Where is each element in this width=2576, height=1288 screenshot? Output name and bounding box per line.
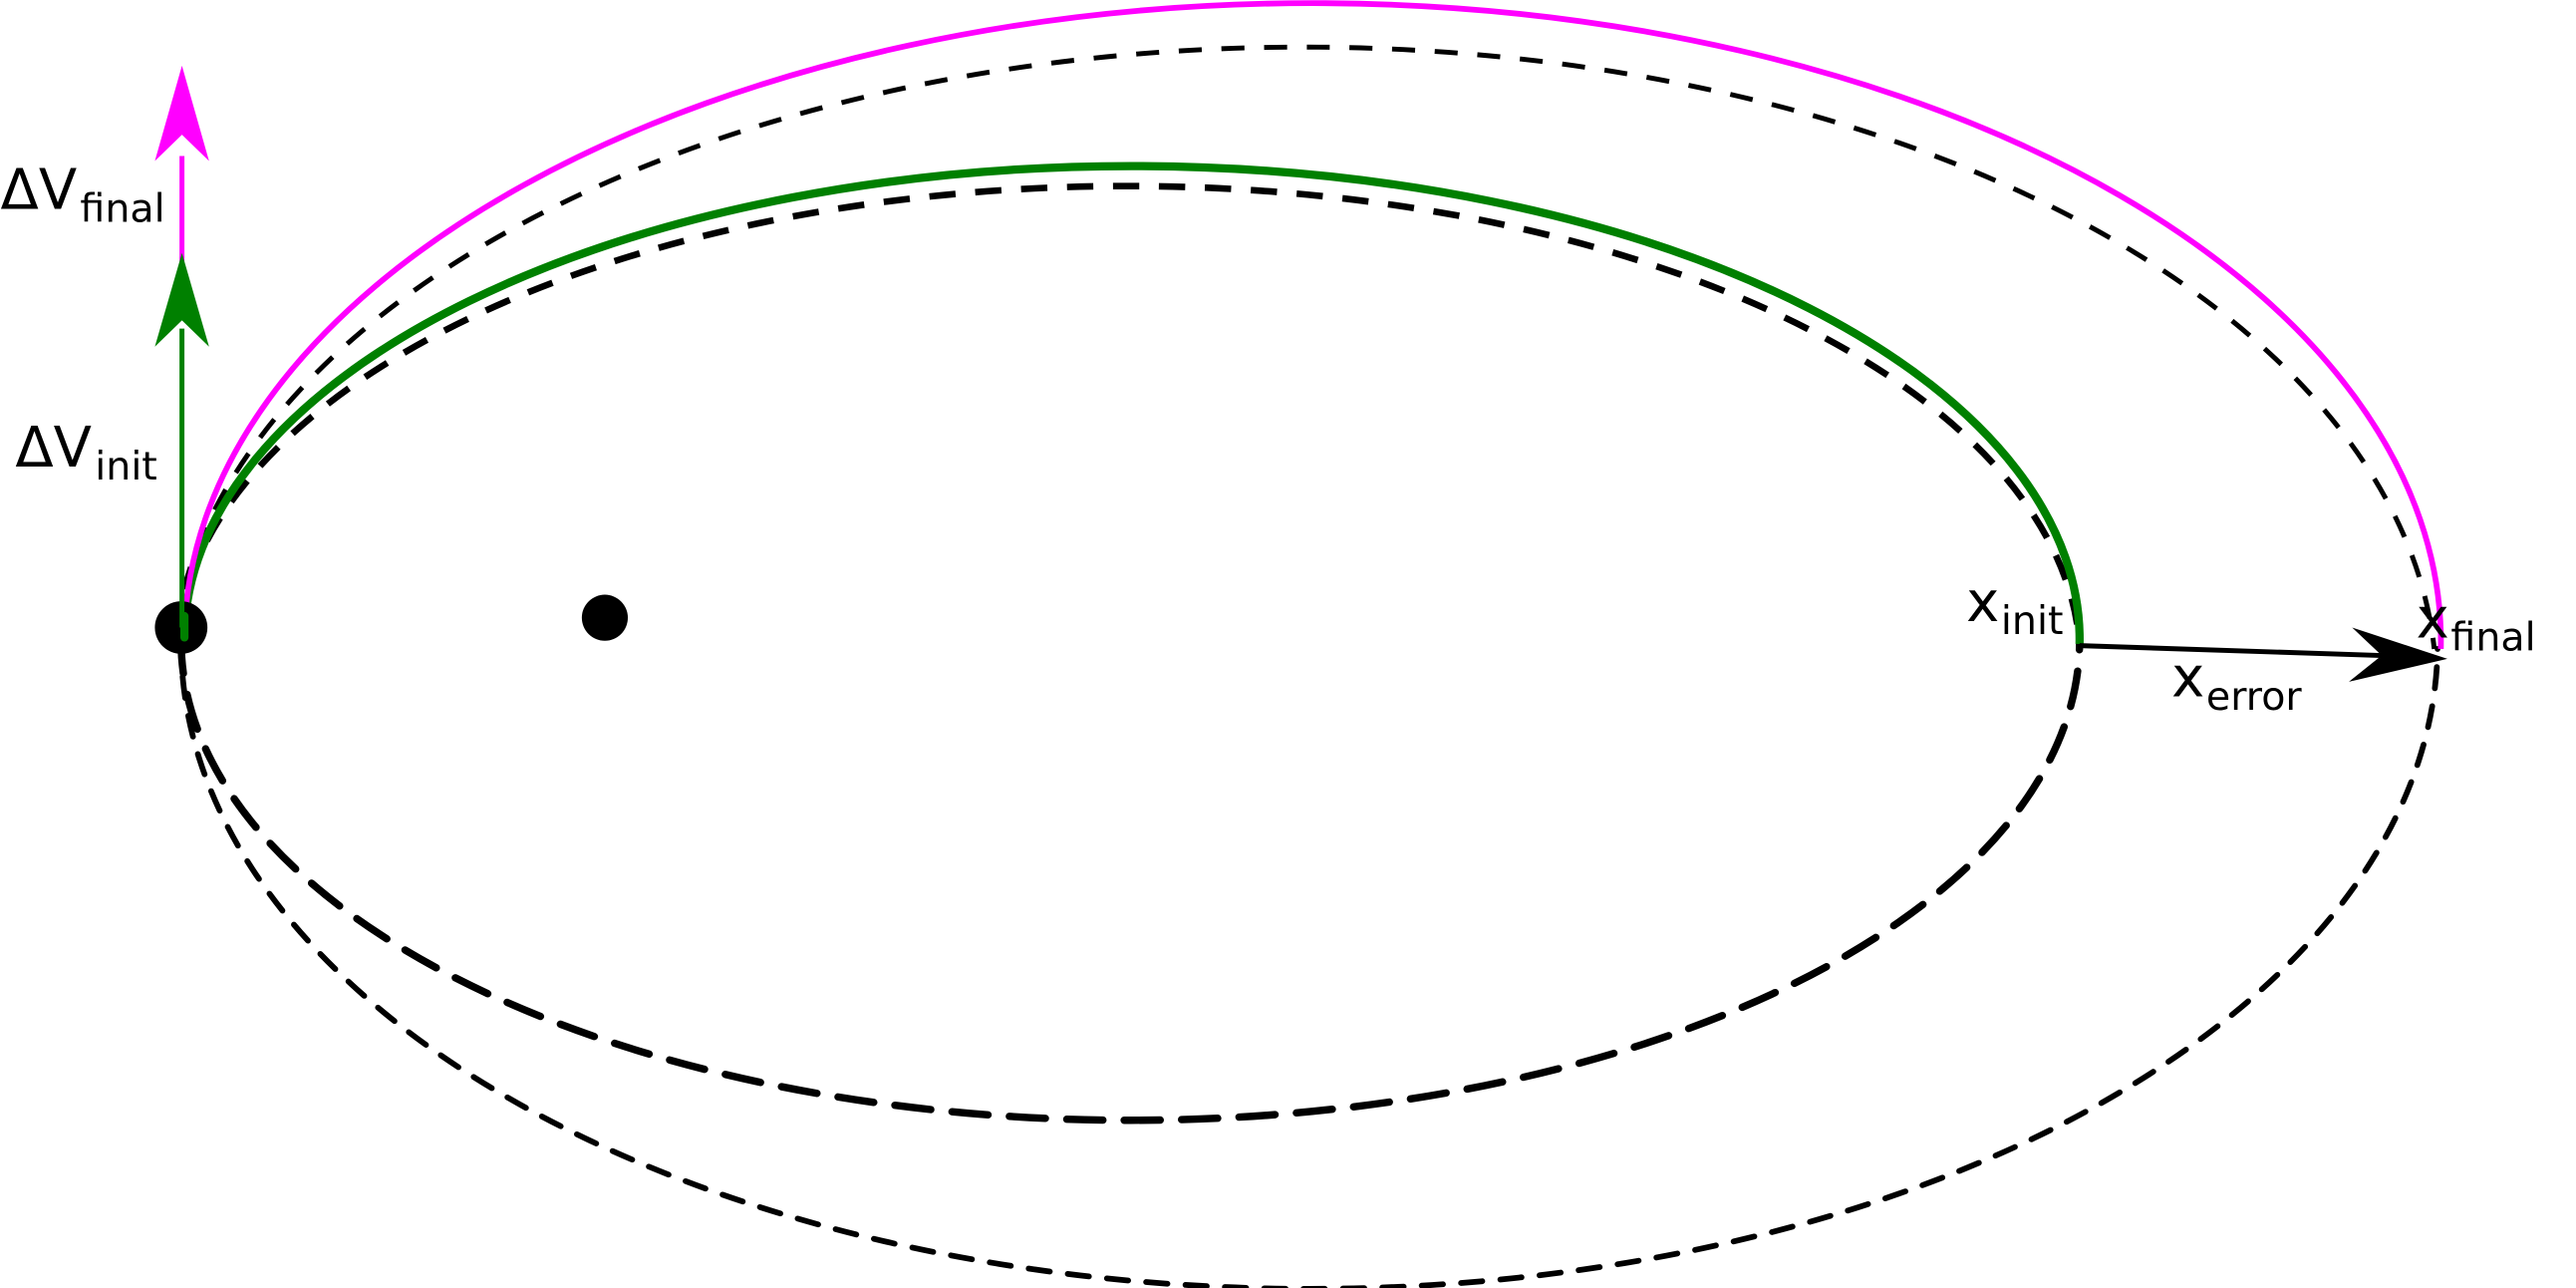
dv-final-label: ΔV final [1, 158, 165, 231]
final-trajectory [181, 0, 2444, 649]
outer-orbit-upper-dashed [171, 44, 2437, 650]
x-init-label: xinit [1966, 570, 2063, 644]
dv-init-label: ΔV init [15, 416, 156, 489]
dv-final-arrowhead [154, 65, 209, 161]
dv-init-arrowhead [154, 252, 209, 347]
outer-orbit-lower-dashed [177, 634, 2440, 1288]
central-body-dot [581, 594, 629, 641]
x-error-label: xerror [2171, 646, 2302, 720]
x-error-arrowhead [2349, 627, 2447, 682]
inner-orbit-upper-dashed [174, 182, 2084, 645]
initial-trajectory [179, 161, 2084, 645]
x-error-shaft [2079, 643, 2383, 659]
inner-orbit-lower-dashed [177, 633, 2084, 1125]
x-final-label: xfinal [2417, 586, 2536, 660]
